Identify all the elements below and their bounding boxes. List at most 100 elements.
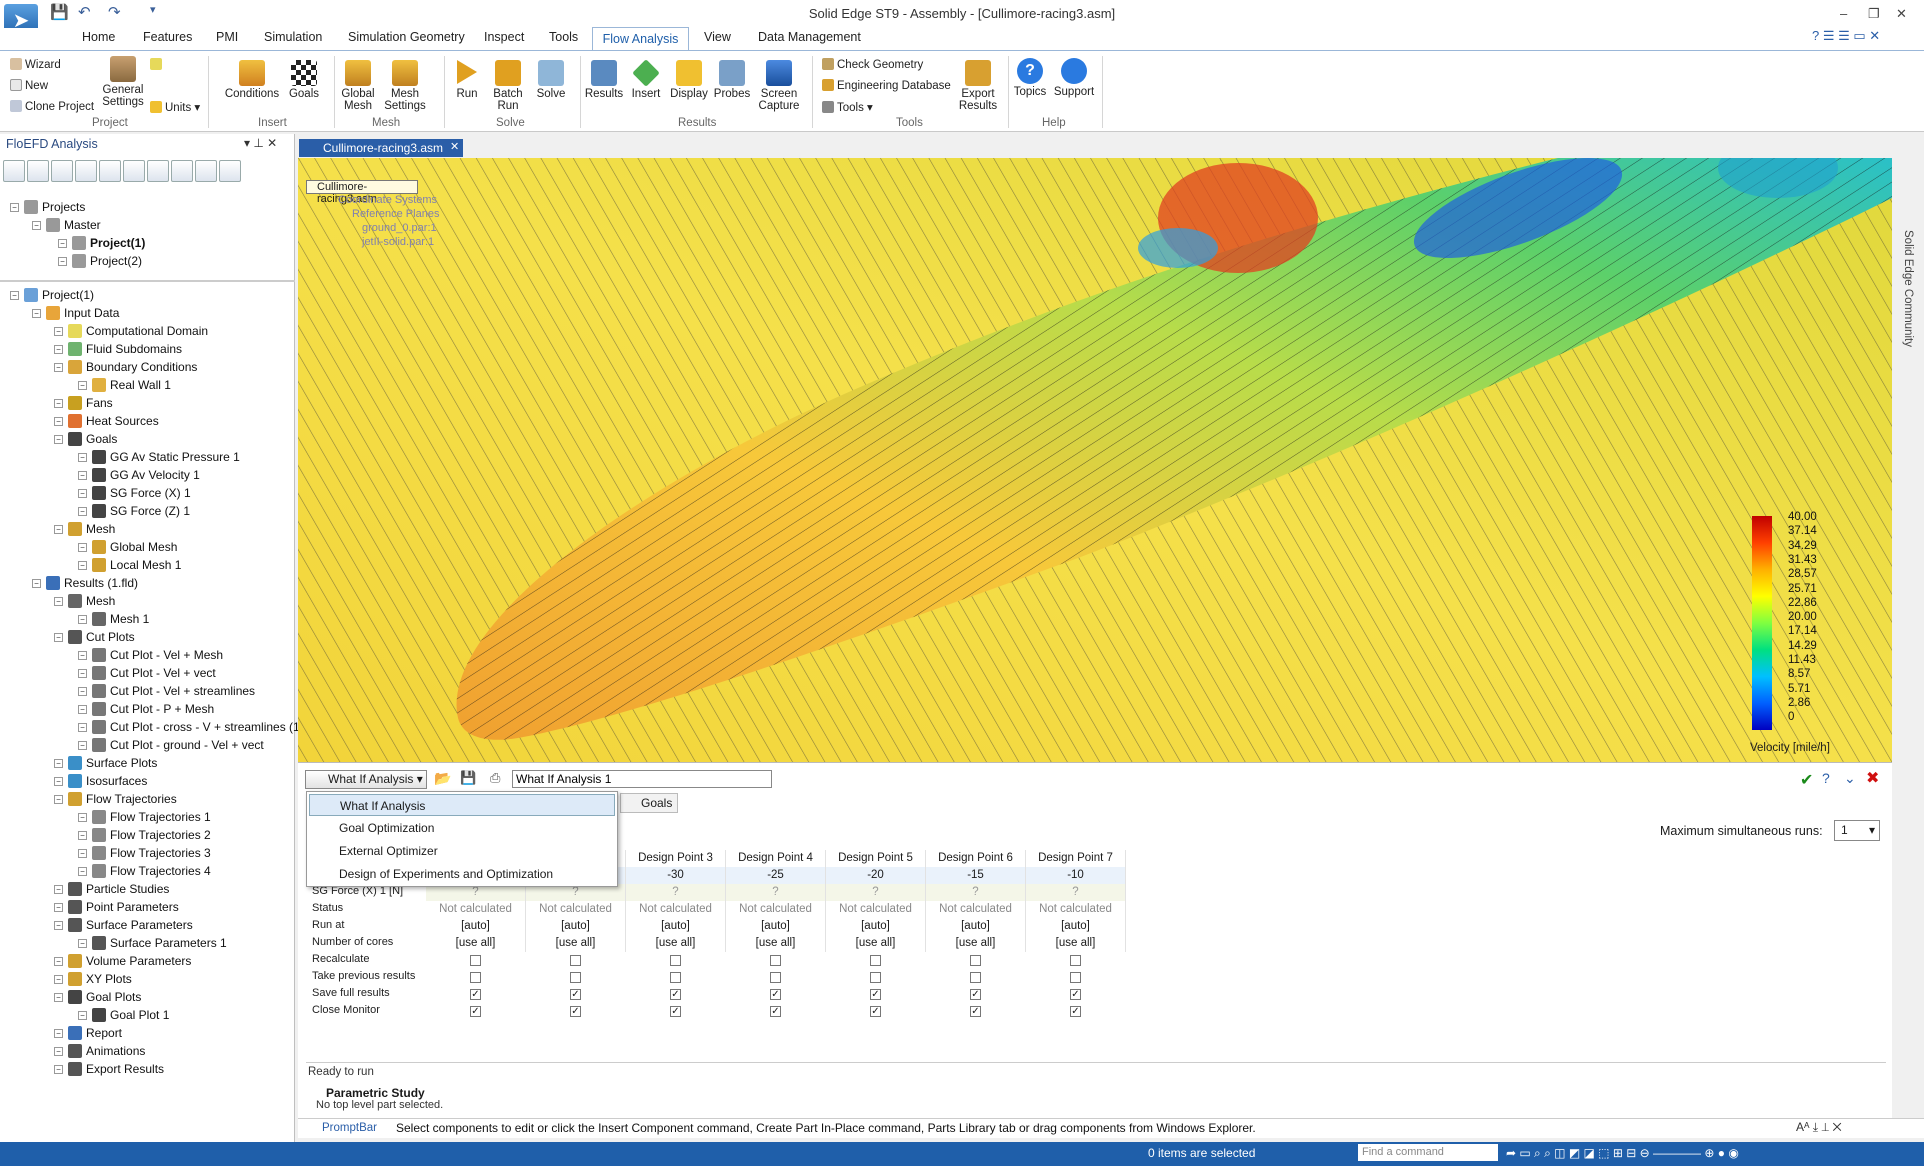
tree-item[interactable]: Results (1.fld)	[46, 574, 138, 592]
expander-icon[interactable]: −	[78, 831, 87, 840]
goals-button[interactable]: Goals	[286, 60, 322, 100]
expander-icon[interactable]: −	[54, 1047, 63, 1056]
tree-item[interactable]: GG Av Velocity 1	[92, 466, 200, 484]
checkbox[interactable]	[970, 972, 981, 983]
general-settings-button[interactable]: General Settings	[100, 56, 146, 108]
checkbox[interactable]	[570, 955, 581, 966]
expander-icon[interactable]: −	[78, 687, 87, 696]
tree-item[interactable]: Fluid Subdomains	[68, 340, 182, 358]
max-runs-select[interactable]: 1 ▾	[1834, 820, 1880, 841]
close-tab-icon[interactable]: ✕	[450, 141, 460, 153]
expander-icon[interactable]: −	[78, 1011, 87, 1020]
expander-icon[interactable]: −	[78, 849, 87, 858]
checkbox[interactable]	[670, 955, 681, 966]
document-tab[interactable]: Cullimore-racing3.asm	[299, 139, 463, 157]
tree-item[interactable]: XY Plots	[68, 970, 132, 988]
redo-icon[interactable]: ↷	[108, 4, 121, 21]
panel-controls[interactable]: ▾ ⊥ ✕	[244, 136, 278, 150]
expander-icon[interactable]: −	[54, 417, 63, 426]
tab-parametric-study[interactable]: Parametric Study	[326, 1086, 425, 1100]
expander-icon[interactable]: −	[54, 1065, 63, 1074]
tree-item[interactable]: Volume Parameters	[68, 952, 191, 970]
new-button[interactable]: New	[10, 79, 48, 92]
tab-inspect[interactable]: Inspect	[484, 30, 525, 44]
expander-icon[interactable]: −	[54, 777, 63, 786]
3d-viewport[interactable]: Cullimore-racing3.asm Coordinate Systems…	[298, 158, 1892, 762]
expander-icon[interactable]: −	[78, 381, 87, 390]
expander-icon[interactable]: −	[10, 291, 19, 300]
side-panel-label[interactable]: Solid Edge Community	[1902, 230, 1914, 347]
expander-icon[interactable]: −	[54, 597, 63, 606]
tree-item[interactable]: Point Parameters	[68, 898, 179, 916]
restore-button[interactable]: ❐	[1868, 6, 1880, 21]
checkbox[interactable]	[670, 972, 681, 983]
tool-icon[interactable]	[3, 160, 25, 182]
tree-item[interactable]: Surface Parameters	[68, 916, 193, 934]
tree-item[interactable]: Surface Plots	[68, 754, 157, 772]
tree-item[interactable]: Local Mesh 1	[92, 556, 181, 574]
tool-icon[interactable]	[147, 160, 169, 182]
tab-flow-analysis[interactable]: Flow Analysis	[592, 27, 689, 51]
tree-item[interactable]: Surface Parameters 1	[92, 934, 227, 952]
expander-icon[interactable]: −	[54, 957, 63, 966]
display-button[interactable]: Display	[668, 60, 710, 100]
study-type-dropdown[interactable]: What If Analysis ▾	[305, 770, 427, 789]
checkbox[interactable]	[470, 972, 481, 983]
tab-simulation[interactable]: Simulation	[264, 30, 323, 44]
help-icons[interactable]: ? ☰ ☰ ▭ ✕	[1812, 28, 1881, 43]
tree-item[interactable]: Goal Plot 1	[92, 1006, 169, 1024]
tree-item[interactable]: Flow Trajectories 4	[92, 862, 211, 880]
tool-icon[interactable]	[171, 160, 193, 182]
tool-icon[interactable]	[27, 160, 49, 182]
tree-item[interactable]: Cut Plot - cross - V + streamlines (1)	[92, 718, 304, 736]
clone-project-button[interactable]: Clone Project	[10, 100, 94, 113]
expander-icon[interactable]: −	[32, 221, 41, 230]
expander-icon[interactable]: −	[54, 525, 63, 534]
tree-item[interactable]: Project(1)	[72, 234, 145, 252]
expander-icon[interactable]: −	[54, 1029, 63, 1038]
results-button[interactable]: Results	[584, 60, 624, 100]
tree-item[interactable]: Flow Trajectories 2	[92, 826, 211, 844]
expander-icon[interactable]: −	[54, 885, 63, 894]
expander-icon[interactable]: −	[78, 507, 87, 516]
cancel-icon[interactable]: ✖	[1866, 770, 1880, 787]
checkbox[interactable]: ✓	[670, 1006, 681, 1017]
checkbox[interactable]	[570, 972, 581, 983]
tree-item[interactable]: SG Force (Z) 1	[92, 502, 190, 520]
qat-dropdown-icon[interactable]: ▾	[150, 4, 156, 16]
check-geometry-button[interactable]: Check Geometry	[822, 58, 923, 71]
tree-item[interactable]: Goal Plots	[68, 988, 141, 1006]
solve-button[interactable]: Solve	[534, 60, 568, 100]
expander-icon[interactable]: −	[58, 257, 67, 266]
expander-icon[interactable]: −	[54, 633, 63, 642]
tree-item[interactable]: Export Results	[68, 1060, 164, 1078]
checkbox[interactable]	[870, 955, 881, 966]
conditions-button[interactable]: Conditions	[220, 60, 284, 100]
tool-icon[interactable]	[195, 160, 217, 182]
close-button[interactable]: ✕	[1896, 6, 1907, 21]
tree-item[interactable]: Isosurfaces	[68, 772, 147, 790]
tree-item[interactable]: Report	[68, 1024, 122, 1042]
expander-icon[interactable]: −	[10, 203, 19, 212]
expander-icon[interactable]: −	[54, 921, 63, 930]
checkbox[interactable]	[770, 955, 781, 966]
expander-icon[interactable]: −	[78, 561, 87, 570]
expander-icon[interactable]: −	[78, 939, 87, 948]
probes-button[interactable]: Probes	[712, 60, 752, 100]
expander-icon[interactable]: −	[54, 795, 63, 804]
tree-item[interactable]: Projects	[24, 198, 85, 216]
expander-icon[interactable]: −	[78, 651, 87, 660]
checkbox[interactable]: ✓	[870, 989, 881, 1000]
tab-simulation-geometry[interactable]: Simulation Geometry	[348, 30, 465, 44]
insert-button[interactable]: Insert	[628, 59, 664, 100]
tab-home[interactable]: Home	[82, 30, 116, 44]
batch-run-button[interactable]: Batch Run	[490, 60, 526, 112]
tree-item[interactable]: Cut Plot - Vel + streamlines	[92, 682, 255, 700]
checkbox[interactable]: ✓	[770, 989, 781, 1000]
support-button[interactable]: Support	[1052, 58, 1096, 98]
tree-item[interactable]: Boundary Conditions	[68, 358, 197, 376]
checkbox[interactable]	[770, 972, 781, 983]
tree-item[interactable]: Cut Plot - Vel + vect	[92, 664, 216, 682]
checkbox[interactable]: ✓	[470, 1006, 481, 1017]
tab-data-management[interactable]: Data Management	[758, 30, 861, 44]
